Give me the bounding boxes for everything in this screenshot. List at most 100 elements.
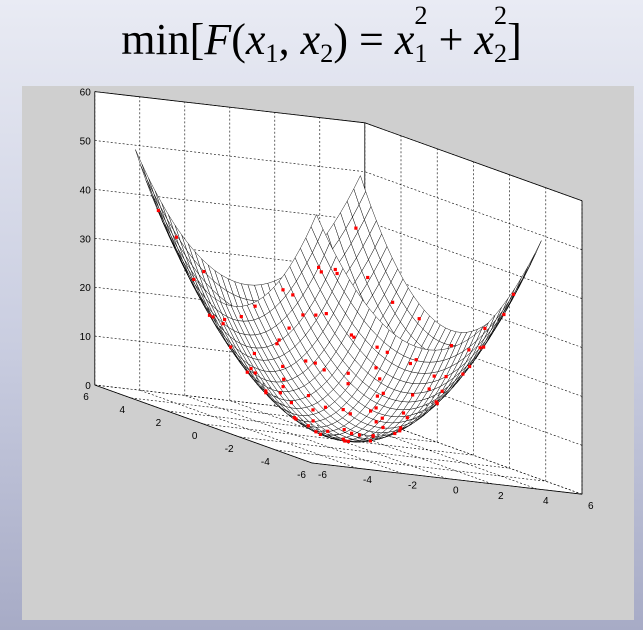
sample-point [174, 235, 178, 239]
tick-label: -6 [297, 470, 306, 481]
sample-point [482, 345, 486, 349]
sample-point [245, 370, 249, 374]
sample-point [391, 300, 395, 304]
tick-label: -2 [225, 444, 234, 455]
sample-point [221, 322, 225, 326]
sample-point [435, 402, 439, 406]
sample-point [311, 408, 315, 412]
sample-point [511, 292, 516, 296]
tick-label: 0 [192, 431, 198, 442]
sample-point [374, 366, 378, 370]
tick-label: 50 [80, 137, 92, 148]
floor-grid-x2 [275, 449, 546, 482]
sample-point [211, 315, 215, 319]
sample-point [342, 428, 346, 432]
sample-point [341, 408, 345, 412]
sample-point [324, 312, 328, 316]
sample-point [375, 345, 379, 349]
sample-point [317, 265, 321, 269]
sample-point [380, 416, 384, 420]
sample-point [301, 313, 305, 317]
axes-box-edge [94, 91, 365, 124]
sample-point [207, 313, 212, 317]
sample-point [318, 432, 322, 436]
wall-grid-z [94, 286, 365, 319]
sample-point [432, 374, 436, 378]
sample-point [249, 367, 253, 371]
sample-point [405, 416, 409, 420]
sample-point [417, 317, 421, 321]
floor-grid-x1 [184, 395, 403, 474]
tick-label: 6 [83, 392, 89, 403]
sample-point [502, 312, 506, 317]
sample-point [483, 326, 487, 330]
sample-point [252, 351, 256, 356]
sample-point [398, 429, 402, 433]
tick-label: 0 [453, 486, 459, 497]
sample-point [368, 439, 372, 443]
sample-point [357, 433, 362, 437]
sample-point [292, 416, 296, 420]
sample-point [411, 393, 415, 397]
tick-label: 2 [498, 491, 504, 502]
sample-point [239, 315, 243, 319]
tick-label: 4 [119, 405, 125, 416]
sample-point [346, 439, 350, 443]
sample-point [352, 335, 356, 339]
sample-point [281, 364, 285, 368]
sample-point [374, 406, 378, 410]
sample-point [306, 394, 311, 398]
tick-label: -4 [363, 475, 372, 486]
sample-point [319, 270, 323, 274]
sample-point [468, 364, 472, 369]
sample-point [313, 361, 317, 365]
sample-point [156, 208, 160, 213]
sample-point [229, 345, 233, 349]
sample-point [346, 382, 350, 386]
wall-grid-z [94, 140, 365, 172]
sample-point [192, 277, 196, 281]
tick-label: 40 [80, 185, 92, 196]
sample-point [369, 409, 373, 413]
sample-point [275, 342, 279, 346]
sample-point [287, 326, 291, 330]
sample-point [375, 394, 379, 398]
tick-label: -6 [318, 470, 327, 481]
sample-point [399, 426, 403, 430]
sample-point [202, 270, 206, 274]
floor-grid-x2 [167, 410, 438, 443]
sample-point [381, 425, 385, 430]
wall-grid-z [364, 220, 583, 299]
sample-point [354, 226, 358, 230]
sample-point [311, 419, 315, 423]
sample-point [333, 267, 337, 272]
sample-point [291, 293, 295, 297]
floor-grid-x2 [203, 423, 474, 456]
sample-point [289, 401, 293, 405]
axes-box-edge [364, 122, 583, 202]
sample-point [282, 377, 286, 381]
sample-point [440, 389, 444, 393]
sample-point [278, 391, 282, 395]
tick-label: 6 [588, 501, 594, 512]
sample-point [444, 375, 448, 379]
sample-point [281, 385, 285, 389]
floor-grid-x2 [239, 436, 510, 469]
surface-patch [529, 240, 542, 266]
wall-grid-z [94, 384, 365, 417]
sample-point [294, 417, 298, 421]
tick-label: 60 [80, 88, 92, 99]
plot-frame: 0 10 20 30 40 50 60 -6 -4 -2 0 2 4 6 -6 -4 -2 0 2 4 6 [22, 86, 634, 620]
sample-point [350, 431, 354, 435]
sample-point [393, 431, 397, 436]
axes-box-edge [94, 384, 313, 464]
sample-point [346, 371, 350, 375]
surface-plot: 0 10 20 30 40 50 60 -6 -4 -2 0 2 4 6 -6 -4 -2 0 2 4 6 [80, 88, 594, 513]
tick-label: -4 [261, 457, 270, 468]
tick-label: -2 [408, 480, 417, 491]
sample-point [371, 434, 375, 438]
sample-point [326, 429, 330, 433]
sample-point [264, 389, 268, 393]
wall-grid-z [94, 335, 365, 368]
sample-point [434, 400, 438, 404]
